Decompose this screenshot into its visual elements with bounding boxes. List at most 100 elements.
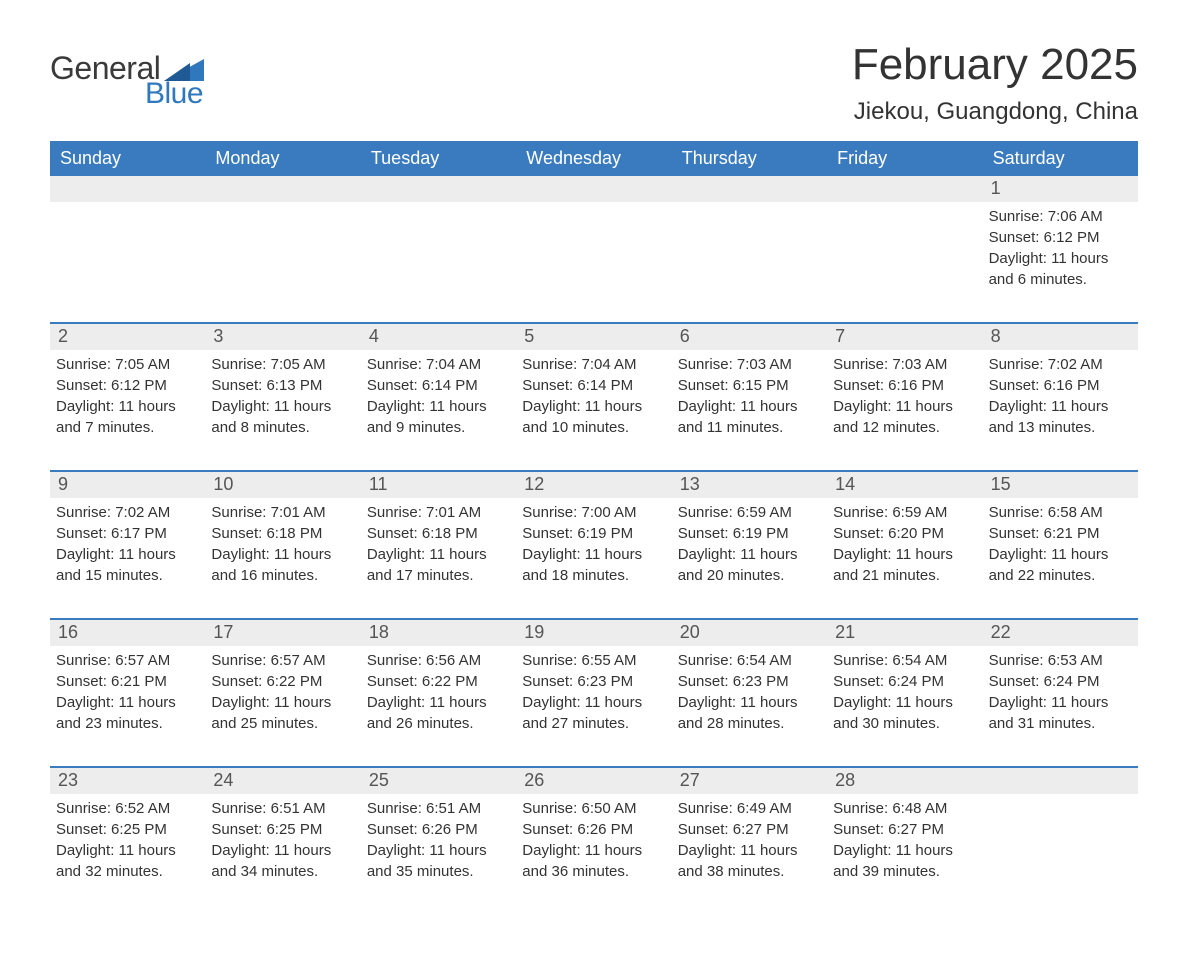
day-details: Sunrise: 7:01 AMSunset: 6:18 PMDaylight:… <box>361 498 516 598</box>
day-details: Sunrise: 6:57 AMSunset: 6:21 PMDaylight:… <box>50 646 205 746</box>
sunrise-text: Sunrise: 6:54 AM <box>833 650 972 671</box>
sunset-text: Sunset: 6:26 PM <box>367 819 506 840</box>
logo-text-blue: Blue <box>145 77 204 111</box>
day-number: 14 <box>827 472 982 498</box>
day-details: Sunrise: 7:00 AMSunset: 6:19 PMDaylight:… <box>516 498 671 598</box>
sunrise-text: Sunrise: 7:05 AM <box>56 354 195 375</box>
day-details: Sunrise: 7:04 AMSunset: 6:14 PMDaylight:… <box>516 350 671 450</box>
sunset-text: Sunset: 6:22 PM <box>367 671 506 692</box>
day-number: 15 <box>983 472 1138 498</box>
day-header: Monday <box>205 141 360 176</box>
day-number: 13 <box>672 472 827 498</box>
sunrise-text: Sunrise: 7:02 AM <box>56 502 195 523</box>
day-header: Tuesday <box>361 141 516 176</box>
sunset-text: Sunset: 6:13 PM <box>211 375 350 396</box>
day-number: 23 <box>50 768 205 794</box>
day-details: Sunrise: 7:06 AMSunset: 6:12 PMDaylight:… <box>983 202 1138 302</box>
sunrise-text: Sunrise: 7:01 AM <box>367 502 506 523</box>
sunset-text: Sunset: 6:14 PM <box>522 375 661 396</box>
day-details <box>827 202 982 302</box>
sunset-text: Sunset: 6:26 PM <box>522 819 661 840</box>
sunset-text: Sunset: 6:14 PM <box>367 375 506 396</box>
sunrise-text: Sunrise: 7:04 AM <box>367 354 506 375</box>
daynum-row: 2345678 <box>50 322 1138 350</box>
sunrise-text: Sunrise: 7:04 AM <box>522 354 661 375</box>
day-number: 28 <box>827 768 982 794</box>
location-subtitle: Jiekou, Guangdong, China <box>852 98 1138 126</box>
day-details <box>672 202 827 302</box>
daylight-text: Daylight: 11 hours and 7 minutes. <box>56 396 195 438</box>
daylight-text: Daylight: 11 hours and 32 minutes. <box>56 840 195 882</box>
day-details <box>516 202 671 302</box>
day-details <box>205 202 360 302</box>
day-details: Sunrise: 7:01 AMSunset: 6:18 PMDaylight:… <box>205 498 360 598</box>
sunset-text: Sunset: 6:18 PM <box>367 523 506 544</box>
daylight-text: Daylight: 11 hours and 9 minutes. <box>367 396 506 438</box>
sunset-text: Sunset: 6:27 PM <box>833 819 972 840</box>
day-details: Sunrise: 6:50 AMSunset: 6:26 PMDaylight:… <box>516 794 671 894</box>
daylight-text: Daylight: 11 hours and 18 minutes. <box>522 544 661 586</box>
sunrise-text: Sunrise: 6:51 AM <box>367 798 506 819</box>
daylight-text: Daylight: 11 hours and 39 minutes. <box>833 840 972 882</box>
sunset-text: Sunset: 6:24 PM <box>833 671 972 692</box>
day-header: Sunday <box>50 141 205 176</box>
day-number: 20 <box>672 620 827 646</box>
week-block: 9101112131415Sunrise: 7:02 AMSunset: 6:1… <box>50 470 1138 598</box>
sunset-text: Sunset: 6:19 PM <box>522 523 661 544</box>
details-row: Sunrise: 7:05 AMSunset: 6:12 PMDaylight:… <box>50 350 1138 450</box>
day-number: 11 <box>361 472 516 498</box>
sunset-text: Sunset: 6:25 PM <box>211 819 350 840</box>
daylight-text: Daylight: 11 hours and 27 minutes. <box>522 692 661 734</box>
day-number: 21 <box>827 620 982 646</box>
sunrise-text: Sunrise: 6:57 AM <box>56 650 195 671</box>
daylight-text: Daylight: 11 hours and 25 minutes. <box>211 692 350 734</box>
daylight-text: Daylight: 11 hours and 28 minutes. <box>678 692 817 734</box>
sunset-text: Sunset: 6:19 PM <box>678 523 817 544</box>
sunset-text: Sunset: 6:22 PM <box>211 671 350 692</box>
sunrise-text: Sunrise: 7:05 AM <box>211 354 350 375</box>
sunrise-text: Sunrise: 7:03 AM <box>833 354 972 375</box>
sunset-text: Sunset: 6:12 PM <box>56 375 195 396</box>
sunrise-text: Sunrise: 6:48 AM <box>833 798 972 819</box>
daynum-row: 1 <box>50 176 1138 202</box>
day-details: Sunrise: 6:56 AMSunset: 6:22 PMDaylight:… <box>361 646 516 746</box>
day-number: 24 <box>205 768 360 794</box>
sunset-text: Sunset: 6:18 PM <box>211 523 350 544</box>
daylight-text: Daylight: 11 hours and 16 minutes. <box>211 544 350 586</box>
logo: General Blue <box>50 30 204 111</box>
day-details: Sunrise: 6:49 AMSunset: 6:27 PMDaylight:… <box>672 794 827 894</box>
day-number: 4 <box>361 324 516 350</box>
day-number: 27 <box>672 768 827 794</box>
sunrise-text: Sunrise: 7:02 AM <box>989 354 1128 375</box>
day-details: Sunrise: 6:57 AMSunset: 6:22 PMDaylight:… <box>205 646 360 746</box>
day-number: 3 <box>205 324 360 350</box>
day-header: Thursday <box>672 141 827 176</box>
sunset-text: Sunset: 6:12 PM <box>989 227 1128 248</box>
logo-text-general: General <box>50 50 160 87</box>
daylight-text: Daylight: 11 hours and 13 minutes. <box>989 396 1128 438</box>
sunrise-text: Sunrise: 6:51 AM <box>211 798 350 819</box>
sunrise-text: Sunrise: 6:57 AM <box>211 650 350 671</box>
weeks-container: 1Sunrise: 7:06 AMSunset: 6:12 PMDaylight… <box>50 176 1138 894</box>
sunset-text: Sunset: 6:16 PM <box>833 375 972 396</box>
day-number: 10 <box>205 472 360 498</box>
day-details <box>361 202 516 302</box>
day-details: Sunrise: 7:05 AMSunset: 6:12 PMDaylight:… <box>50 350 205 450</box>
day-details: Sunrise: 6:55 AMSunset: 6:23 PMDaylight:… <box>516 646 671 746</box>
day-details: Sunrise: 6:54 AMSunset: 6:24 PMDaylight:… <box>827 646 982 746</box>
day-number: 9 <box>50 472 205 498</box>
daylight-text: Daylight: 11 hours and 6 minutes. <box>989 248 1128 290</box>
day-details: Sunrise: 6:58 AMSunset: 6:21 PMDaylight:… <box>983 498 1138 598</box>
daylight-text: Daylight: 11 hours and 31 minutes. <box>989 692 1128 734</box>
sunrise-text: Sunrise: 7:00 AM <box>522 502 661 523</box>
calendar-grid: SundayMondayTuesdayWednesdayThursdayFrid… <box>50 141 1138 894</box>
day-header: Wednesday <box>516 141 671 176</box>
day-number: 8 <box>983 324 1138 350</box>
sunset-text: Sunset: 6:17 PM <box>56 523 195 544</box>
daynum-row: 16171819202122 <box>50 618 1138 646</box>
daylight-text: Daylight: 11 hours and 34 minutes. <box>211 840 350 882</box>
day-details: Sunrise: 6:52 AMSunset: 6:25 PMDaylight:… <box>50 794 205 894</box>
daynum-row: 9101112131415 <box>50 470 1138 498</box>
day-details: Sunrise: 6:51 AMSunset: 6:25 PMDaylight:… <box>205 794 360 894</box>
sunrise-text: Sunrise: 6:49 AM <box>678 798 817 819</box>
